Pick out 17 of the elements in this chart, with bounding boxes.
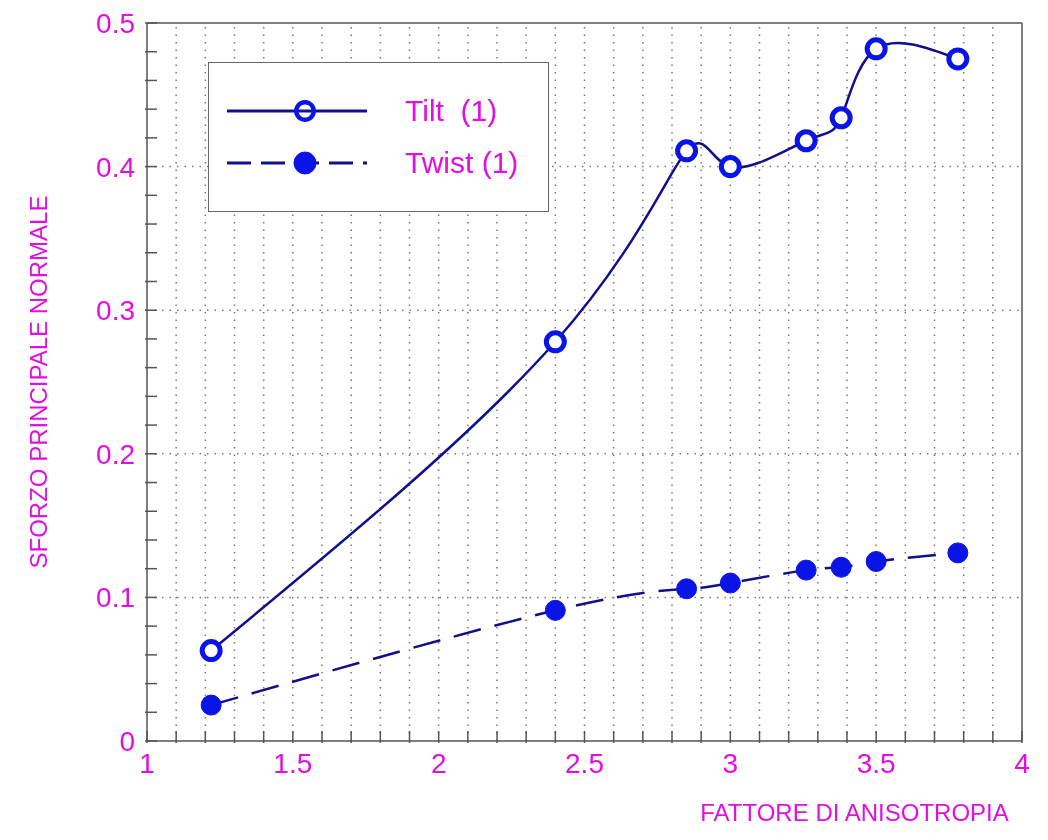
- x-tick-label: 2: [430, 748, 447, 779]
- y-tick-label: 0.2: [96, 438, 135, 470]
- x-tick-label: 1: [139, 748, 155, 779]
- y-tick-label: 0: [119, 726, 135, 757]
- legend-label: Twist (1): [405, 146, 519, 180]
- x-tick-label: 3.5: [856, 748, 896, 779]
- x-tick-label: 2.5: [565, 748, 604, 779]
- x-axis-title: FATTORE DI ANISOTROPIA: [700, 799, 1009, 826]
- y-tick-label: 0.5: [96, 8, 135, 39]
- legend-label: Tilt (1): [405, 94, 498, 128]
- x-tick-label: 1.5: [273, 748, 313, 779]
- y-tick-label: 0.3: [96, 295, 135, 327]
- y-tick-label: 0.1: [96, 582, 135, 614]
- x-tick-label: 4: [1014, 748, 1030, 779]
- x-tick-label: 3: [722, 748, 739, 779]
- y-axis-title: SFORZO PRINCIPALE NORMALE: [24, 195, 52, 569]
- y-tick-label: 0.4: [96, 151, 135, 183]
